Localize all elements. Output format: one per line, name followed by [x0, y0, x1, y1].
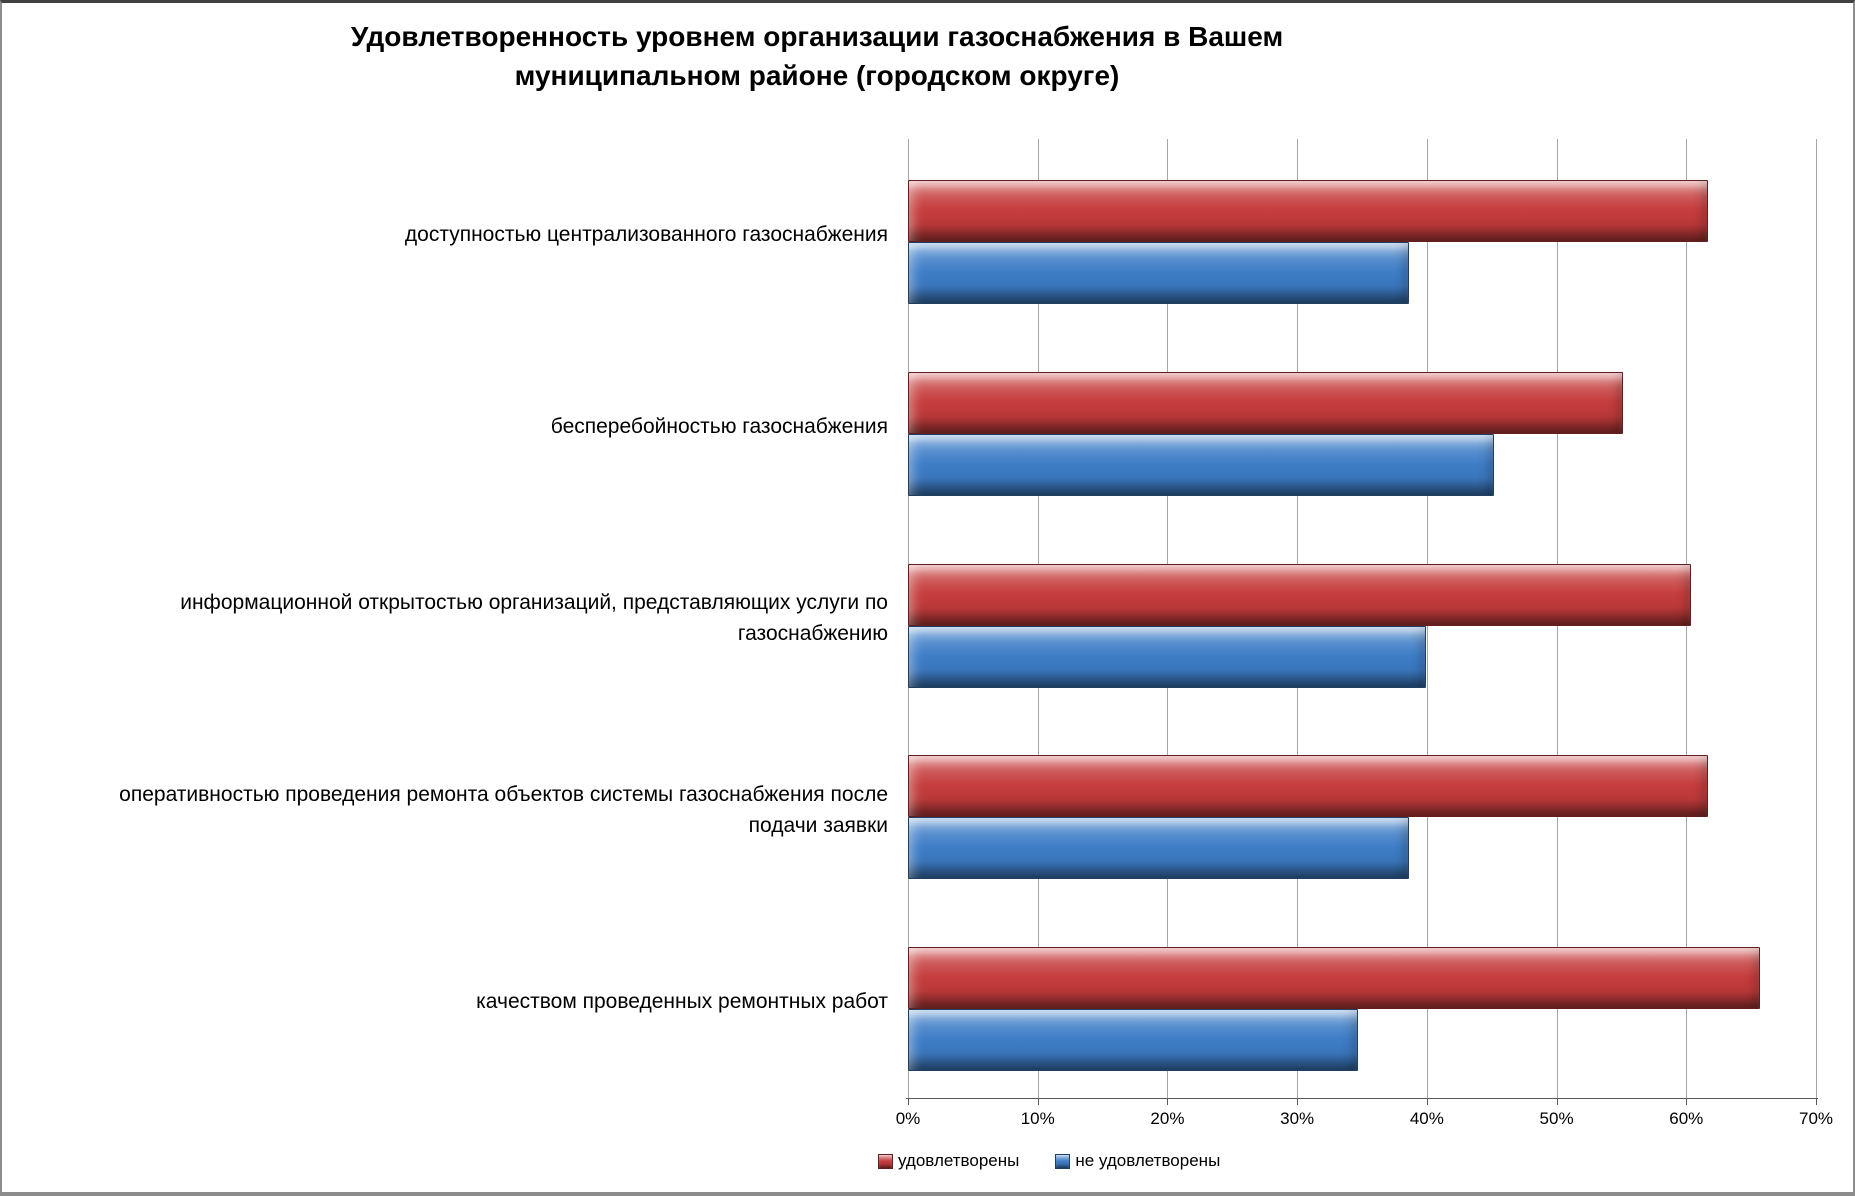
gridline — [1816, 139, 1817, 1098]
category-band — [908, 331, 1816, 523]
category-band — [908, 139, 1816, 331]
x-axis-tick-label: 70% — [1798, 1109, 1834, 1128]
category-label: информационной открытостью организаций, … — [180, 590, 888, 646]
legend-marker — [878, 1153, 893, 1169]
bar-not-satisfied — [908, 242, 1410, 304]
x-axis-tick-label: 0% — [895, 1109, 921, 1128]
category-band — [908, 714, 1816, 906]
legend-item-satisfied: удовлетворены — [878, 1151, 1019, 1171]
x-axis-tick — [1426, 1099, 1428, 1105]
legend-item-not-satisfied: не удовлетворены — [1055, 1151, 1220, 1171]
bar-satisfied — [908, 947, 1760, 1010]
category-label: качеством проведенных ремонтных работ — [476, 990, 888, 1014]
bar-satisfied — [908, 563, 1691, 626]
x-axis-tick — [1167, 1099, 1169, 1105]
x-axis-tick — [908, 1099, 909, 1105]
category-band — [908, 906, 1816, 1098]
legend-marker — [1055, 1153, 1071, 1169]
bar-not-satisfied — [908, 625, 1427, 688]
category-band — [908, 523, 1816, 715]
bar-satisfied — [908, 180, 1708, 242]
category-label: доступностью централизованного газоснабж… — [404, 223, 888, 247]
bar-satisfied — [908, 371, 1624, 434]
x-axis-tick — [1816, 1099, 1817, 1105]
x-axis-tick-label: 60% — [1669, 1109, 1704, 1128]
bar-not-satisfied — [908, 1009, 1358, 1072]
bar-satisfied — [908, 755, 1708, 818]
bar-not-satisfied — [908, 817, 1410, 880]
legend-label: не удовлетворены — [1075, 1151, 1221, 1170]
bar-not-satisfied — [908, 433, 1494, 496]
legend: удовлетворены не удовлетворены — [878, 1151, 1220, 1171]
x-axis-tick-label: 20% — [1150, 1109, 1185, 1128]
plot-area — [908, 139, 1817, 1098]
x-axis: 0% 10% 20% 30% 40% 50% 60% 70% — [896, 1098, 1833, 1140]
chart-title: Удовлетворенность уровнем организации га… — [350, 21, 1284, 92]
x-axis-tick-label: 40% — [1409, 1109, 1444, 1128]
x-axis-tick — [1686, 1099, 1688, 1105]
x-axis-tick — [1297, 1099, 1299, 1105]
legend-label: удовлетворены — [898, 1151, 1020, 1170]
x-axis-tick-label: 50% — [1539, 1109, 1574, 1128]
x-axis-tick — [1556, 1099, 1558, 1105]
category-axis: доступностью централизованного газоснабж… — [16, 139, 888, 1098]
category-label: бесперебойностью газоснабжения — [550, 414, 888, 438]
x-axis-tick-label: 10% — [1020, 1109, 1055, 1128]
x-axis-tick-label: 30% — [1280, 1109, 1315, 1128]
category-label: оперативностью проведения ремонта объект… — [119, 782, 888, 838]
x-axis-tick — [1037, 1099, 1039, 1105]
